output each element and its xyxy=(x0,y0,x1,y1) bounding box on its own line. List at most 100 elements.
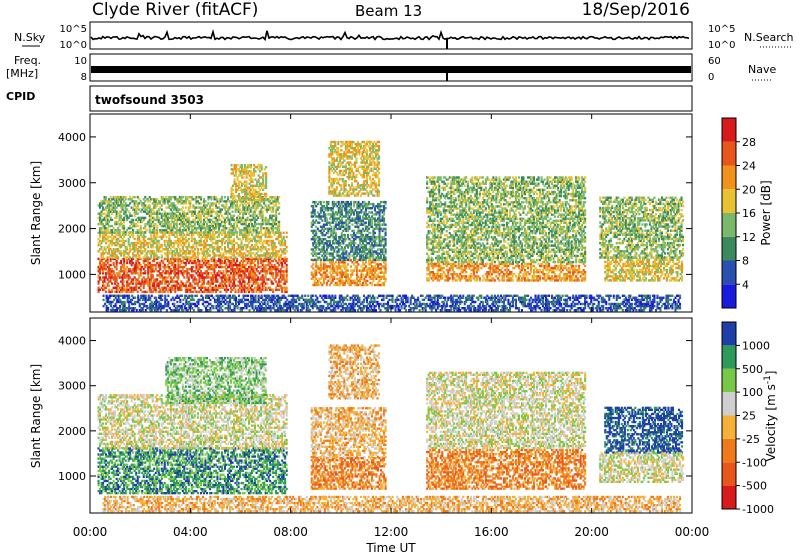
data-cell xyxy=(340,256,343,259)
data-cell xyxy=(154,290,157,294)
data-cell xyxy=(114,235,117,239)
data-cell xyxy=(112,235,115,239)
data-cell xyxy=(198,265,201,269)
data-cell xyxy=(322,248,325,251)
data-cell xyxy=(225,252,228,255)
data-cell xyxy=(384,223,387,226)
data-cell xyxy=(108,272,111,275)
data-cell xyxy=(174,227,177,230)
data-cell xyxy=(147,261,150,265)
data-cell xyxy=(207,274,210,277)
data-cell xyxy=(159,212,162,215)
data-cell xyxy=(384,244,387,247)
data-cell xyxy=(165,252,168,255)
data-cell xyxy=(248,206,251,209)
data-cell xyxy=(237,243,240,247)
data-cell xyxy=(171,214,174,217)
data-cell xyxy=(228,212,231,215)
data-cell xyxy=(249,274,252,277)
data-cell xyxy=(196,290,199,294)
data-cell xyxy=(231,246,234,249)
data-cell xyxy=(228,222,231,226)
data-cell xyxy=(153,216,156,220)
data-cell xyxy=(177,231,180,234)
data-cell xyxy=(184,252,187,255)
data-cell xyxy=(255,282,258,285)
data-cell xyxy=(237,268,240,271)
data-cell xyxy=(199,239,202,243)
data-cell xyxy=(225,286,228,289)
data-cell xyxy=(327,221,330,224)
data-cell xyxy=(380,242,383,245)
data-cell xyxy=(169,280,172,283)
data-cell xyxy=(378,252,381,255)
data-cell xyxy=(220,204,223,207)
data-cell xyxy=(124,252,127,255)
data-cell xyxy=(141,208,144,211)
data-cell xyxy=(219,261,222,265)
noise-panel xyxy=(89,21,693,50)
data-cell xyxy=(190,248,193,251)
data-cell xyxy=(241,197,244,200)
data-cell xyxy=(196,227,199,230)
data-cell xyxy=(336,242,339,245)
data-cell xyxy=(151,282,154,285)
data-cell xyxy=(231,265,234,269)
data-cell xyxy=(354,221,357,224)
data-cell xyxy=(360,205,363,208)
data-cell xyxy=(342,271,345,274)
data-cell xyxy=(340,265,343,268)
data-cell xyxy=(237,280,240,283)
data-cell xyxy=(256,192,259,196)
data-cell xyxy=(138,282,141,285)
data-cell xyxy=(263,246,266,249)
data-cell xyxy=(112,257,115,261)
data-cell xyxy=(315,281,318,285)
data-cell xyxy=(192,286,195,289)
data-cell xyxy=(322,225,325,228)
data-cell xyxy=(367,219,370,222)
data-cell xyxy=(370,215,373,218)
data-cell xyxy=(138,268,141,271)
data-cell xyxy=(187,256,190,259)
data-cell xyxy=(380,244,383,247)
data-cell xyxy=(100,229,103,232)
data-cell xyxy=(193,231,196,234)
data-cell xyxy=(329,163,332,166)
data-cell xyxy=(213,227,216,230)
data-cell xyxy=(205,208,208,211)
data-cell xyxy=(201,256,204,259)
data-cell xyxy=(266,210,269,213)
data-cell xyxy=(102,212,105,215)
nsearch-tick-top: 10^5 xyxy=(708,24,735,35)
data-cell xyxy=(233,218,236,222)
data-cell xyxy=(372,227,375,231)
data-cell xyxy=(211,280,214,283)
data-cell xyxy=(121,274,124,277)
data-cell xyxy=(174,241,177,245)
data-cell xyxy=(150,263,153,267)
data-cell xyxy=(207,248,210,251)
data-cell xyxy=(99,212,102,215)
data-cell xyxy=(312,250,315,253)
data-cell xyxy=(166,270,169,273)
data-cell xyxy=(267,259,270,263)
data-cell xyxy=(366,283,369,287)
data-cell xyxy=(363,269,366,272)
data-cell xyxy=(135,218,138,222)
data-cell xyxy=(340,269,343,272)
data-cell xyxy=(150,222,153,226)
data-cell xyxy=(225,257,228,261)
data-cell xyxy=(184,200,187,203)
data-cell xyxy=(253,192,256,196)
data-cell xyxy=(210,259,213,263)
data-cell xyxy=(345,238,348,241)
data-cell xyxy=(340,281,343,285)
data-cell xyxy=(357,227,360,231)
data-cell xyxy=(138,254,141,257)
data-cell xyxy=(217,284,220,287)
data-cell xyxy=(169,202,172,205)
data-cell xyxy=(261,276,264,279)
data-cell xyxy=(245,246,248,249)
data-cell xyxy=(380,256,383,259)
